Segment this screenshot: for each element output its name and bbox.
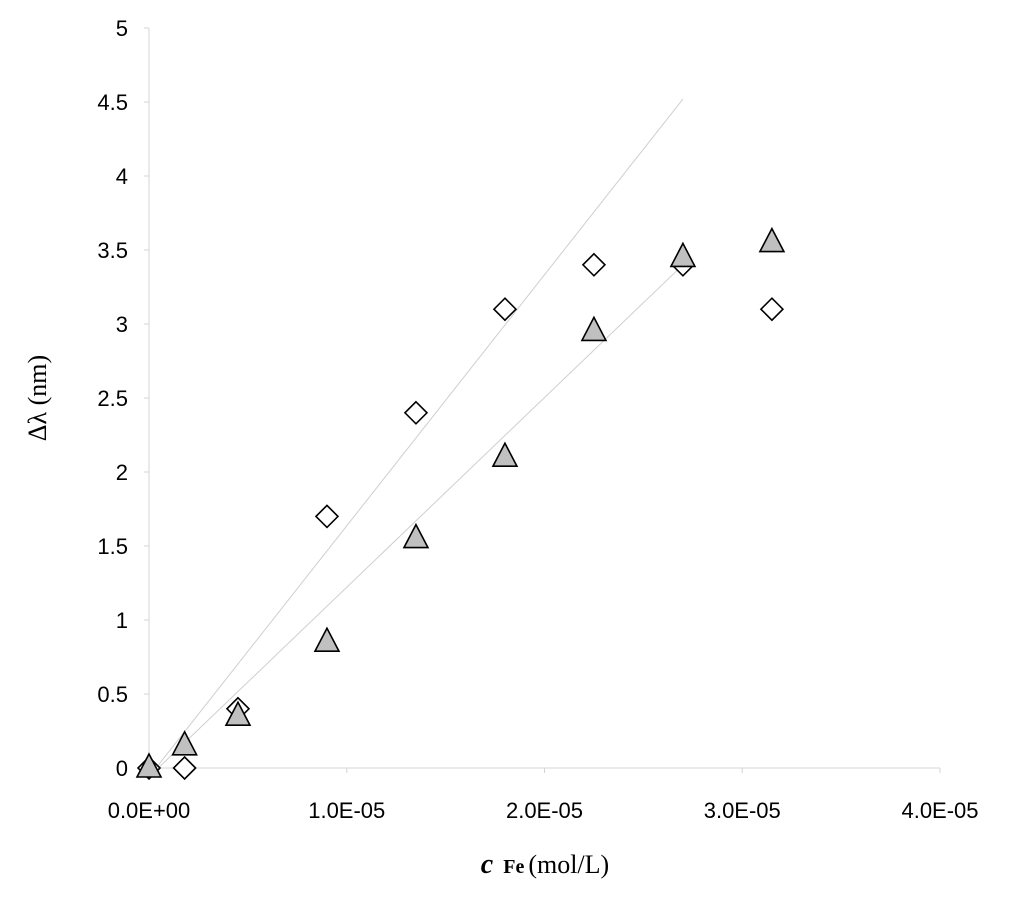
x-tick-label: 3.0E-05 bbox=[704, 798, 781, 823]
x-tick-label: 2.0E-05 bbox=[506, 798, 583, 823]
axes bbox=[144, 27, 941, 773]
x-axis-variable: c bbox=[481, 849, 494, 880]
triangle-marker bbox=[491, 441, 519, 468]
trendlines bbox=[148, 98, 684, 778]
y-tick-label: 3 bbox=[116, 312, 128, 337]
diamond-marker bbox=[314, 504, 340, 529]
triangle-marker bbox=[758, 226, 786, 253]
triangle-marker bbox=[224, 700, 252, 727]
x-axis-unit: (mol/L) bbox=[528, 850, 609, 879]
y-tick-label: 2 bbox=[116, 460, 128, 485]
y-tick-label: 4 bbox=[116, 164, 128, 189]
y-tick-label: 4.5 bbox=[97, 90, 128, 115]
y-tick-label: 0 bbox=[116, 756, 128, 781]
diamond-marker bbox=[759, 297, 785, 322]
x-tick-label: 0.0E+00 bbox=[108, 798, 191, 823]
trendline-series-2 bbox=[148, 264, 684, 778]
triangle-marker bbox=[313, 626, 341, 653]
trendline-series-1 bbox=[148, 98, 684, 778]
x-tick-label: 4.0E-05 bbox=[901, 798, 978, 823]
y-tick-label: 3.5 bbox=[97, 238, 128, 263]
triangle-marker bbox=[669, 241, 697, 268]
data-markers bbox=[135, 226, 786, 781]
diamond-marker bbox=[403, 400, 429, 425]
diamond-marker bbox=[581, 252, 607, 277]
y-tick-label: 5 bbox=[116, 16, 128, 41]
triangle-marker bbox=[135, 752, 163, 778]
tick-labels: 0 0.5 1 1.5 2 2.5 3 3.5 4 4.5 5 0.0E+00 1.0E-05 2.0E-… bbox=[97, 16, 978, 823]
y-tick-label: 1 bbox=[116, 608, 128, 633]
y-tick-label: 0.5 bbox=[97, 682, 128, 707]
x-axis-title: c Fe (mol/L) bbox=[481, 849, 609, 880]
triangle-marker bbox=[580, 315, 608, 342]
y-tick-label: 1.5 bbox=[97, 534, 128, 559]
triangle-marker bbox=[402, 522, 430, 549]
x-tick-label: 1.0E-05 bbox=[308, 798, 385, 823]
y-axis-title: Δλ (nm) bbox=[23, 355, 52, 441]
diamond-marker bbox=[492, 297, 518, 322]
y-tick-label: 2.5 bbox=[97, 386, 128, 411]
x-axis-subscript: Fe bbox=[503, 856, 524, 878]
triangle-marker bbox=[171, 730, 198, 756]
diamond-marker bbox=[172, 755, 197, 781]
